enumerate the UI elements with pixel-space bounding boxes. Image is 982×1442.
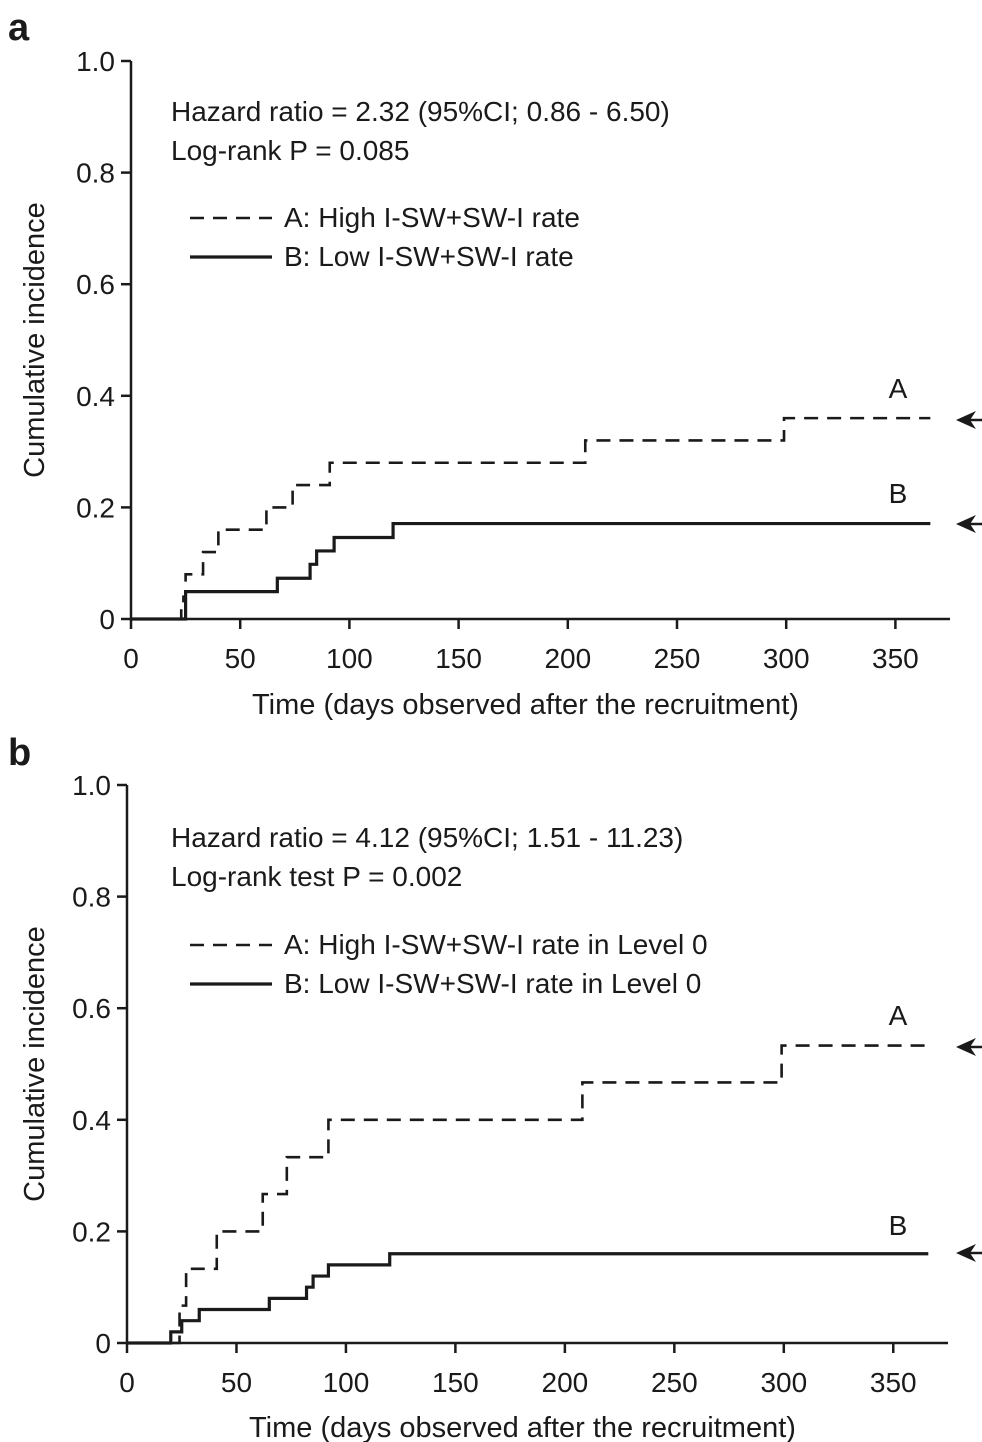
x-tick-label: 150 xyxy=(432,1367,479,1398)
series-line-a xyxy=(131,418,930,619)
panel-letter: a xyxy=(8,7,30,49)
y-axis-title: Cumulative incidence xyxy=(19,202,51,478)
y-tick-label: 0.4 xyxy=(72,1105,111,1136)
stat-annotation: Log-rank test P = 0.002 xyxy=(171,861,462,892)
x-tick-label: 0 xyxy=(119,1367,135,1398)
y-tick-label: 0.4 xyxy=(76,381,115,412)
y-tick-label: 0 xyxy=(99,604,115,635)
x-tick-label: 300 xyxy=(760,1367,807,1398)
y-axis-title: Cumulative incidence xyxy=(19,926,51,1202)
x-tick-label: 250 xyxy=(654,643,701,674)
panel-letter: b xyxy=(8,732,31,774)
x-tick-label: 50 xyxy=(225,643,256,674)
x-tick-label: 300 xyxy=(763,643,810,674)
x-tick-label: 50 xyxy=(221,1367,252,1398)
x-axis-title: Time (days observed after the recruitmen… xyxy=(249,1412,796,1442)
stat-annotation: Hazard ratio = 4.12 (95%CI; 1.51 - 11.23… xyxy=(171,822,683,853)
legend-entry-a: A: High I-SW+SW-I rate xyxy=(284,202,580,233)
y-tick-label: 1.0 xyxy=(72,770,111,801)
series-line-b xyxy=(131,524,930,619)
series-line-a xyxy=(127,1046,928,1343)
x-tick-label: 350 xyxy=(872,643,919,674)
curve-label-b: B xyxy=(889,1210,908,1241)
stat-annotation: Log-rank P = 0.085 xyxy=(171,135,409,166)
y-tick-label: 0 xyxy=(95,1328,111,1359)
stat-annotation: Hazard ratio = 2.32 (95%CI; 0.86 - 6.50) xyxy=(171,96,670,127)
series-line-b xyxy=(127,1254,928,1343)
legend-entry-b: B: Low I-SW+SW-I rate xyxy=(284,241,574,272)
y-tick-label: 0.2 xyxy=(76,492,115,523)
x-tick-label: 200 xyxy=(542,1367,589,1398)
curve-label-a: A xyxy=(889,1000,908,1031)
y-tick-label: 0.2 xyxy=(72,1216,111,1247)
x-tick-label: 350 xyxy=(870,1367,917,1398)
x-tick-label: 100 xyxy=(326,643,373,674)
y-tick-label: 0.6 xyxy=(72,993,111,1024)
y-tick-label: 0.8 xyxy=(72,882,111,913)
x-tick-label: 250 xyxy=(651,1367,698,1398)
legend-entry-b: B: Low I-SW+SW-I rate in Level 0 xyxy=(284,968,701,999)
x-tick-label: 0 xyxy=(123,643,139,674)
x-tick-label: 200 xyxy=(544,643,591,674)
legend-entry-a: A: High I-SW+SW-I rate in Level 0 xyxy=(284,929,708,960)
y-tick-label: 0.6 xyxy=(76,269,115,300)
curve-label-a: A xyxy=(889,373,908,404)
x-tick-label: 100 xyxy=(323,1367,370,1398)
curve-label-b: B xyxy=(889,478,908,509)
x-axis-title: Time (days observed after the recruitmen… xyxy=(252,689,799,721)
y-tick-label: 1.0 xyxy=(76,46,115,77)
x-tick-label: 150 xyxy=(435,643,482,674)
y-tick-label: 0.8 xyxy=(76,158,115,189)
